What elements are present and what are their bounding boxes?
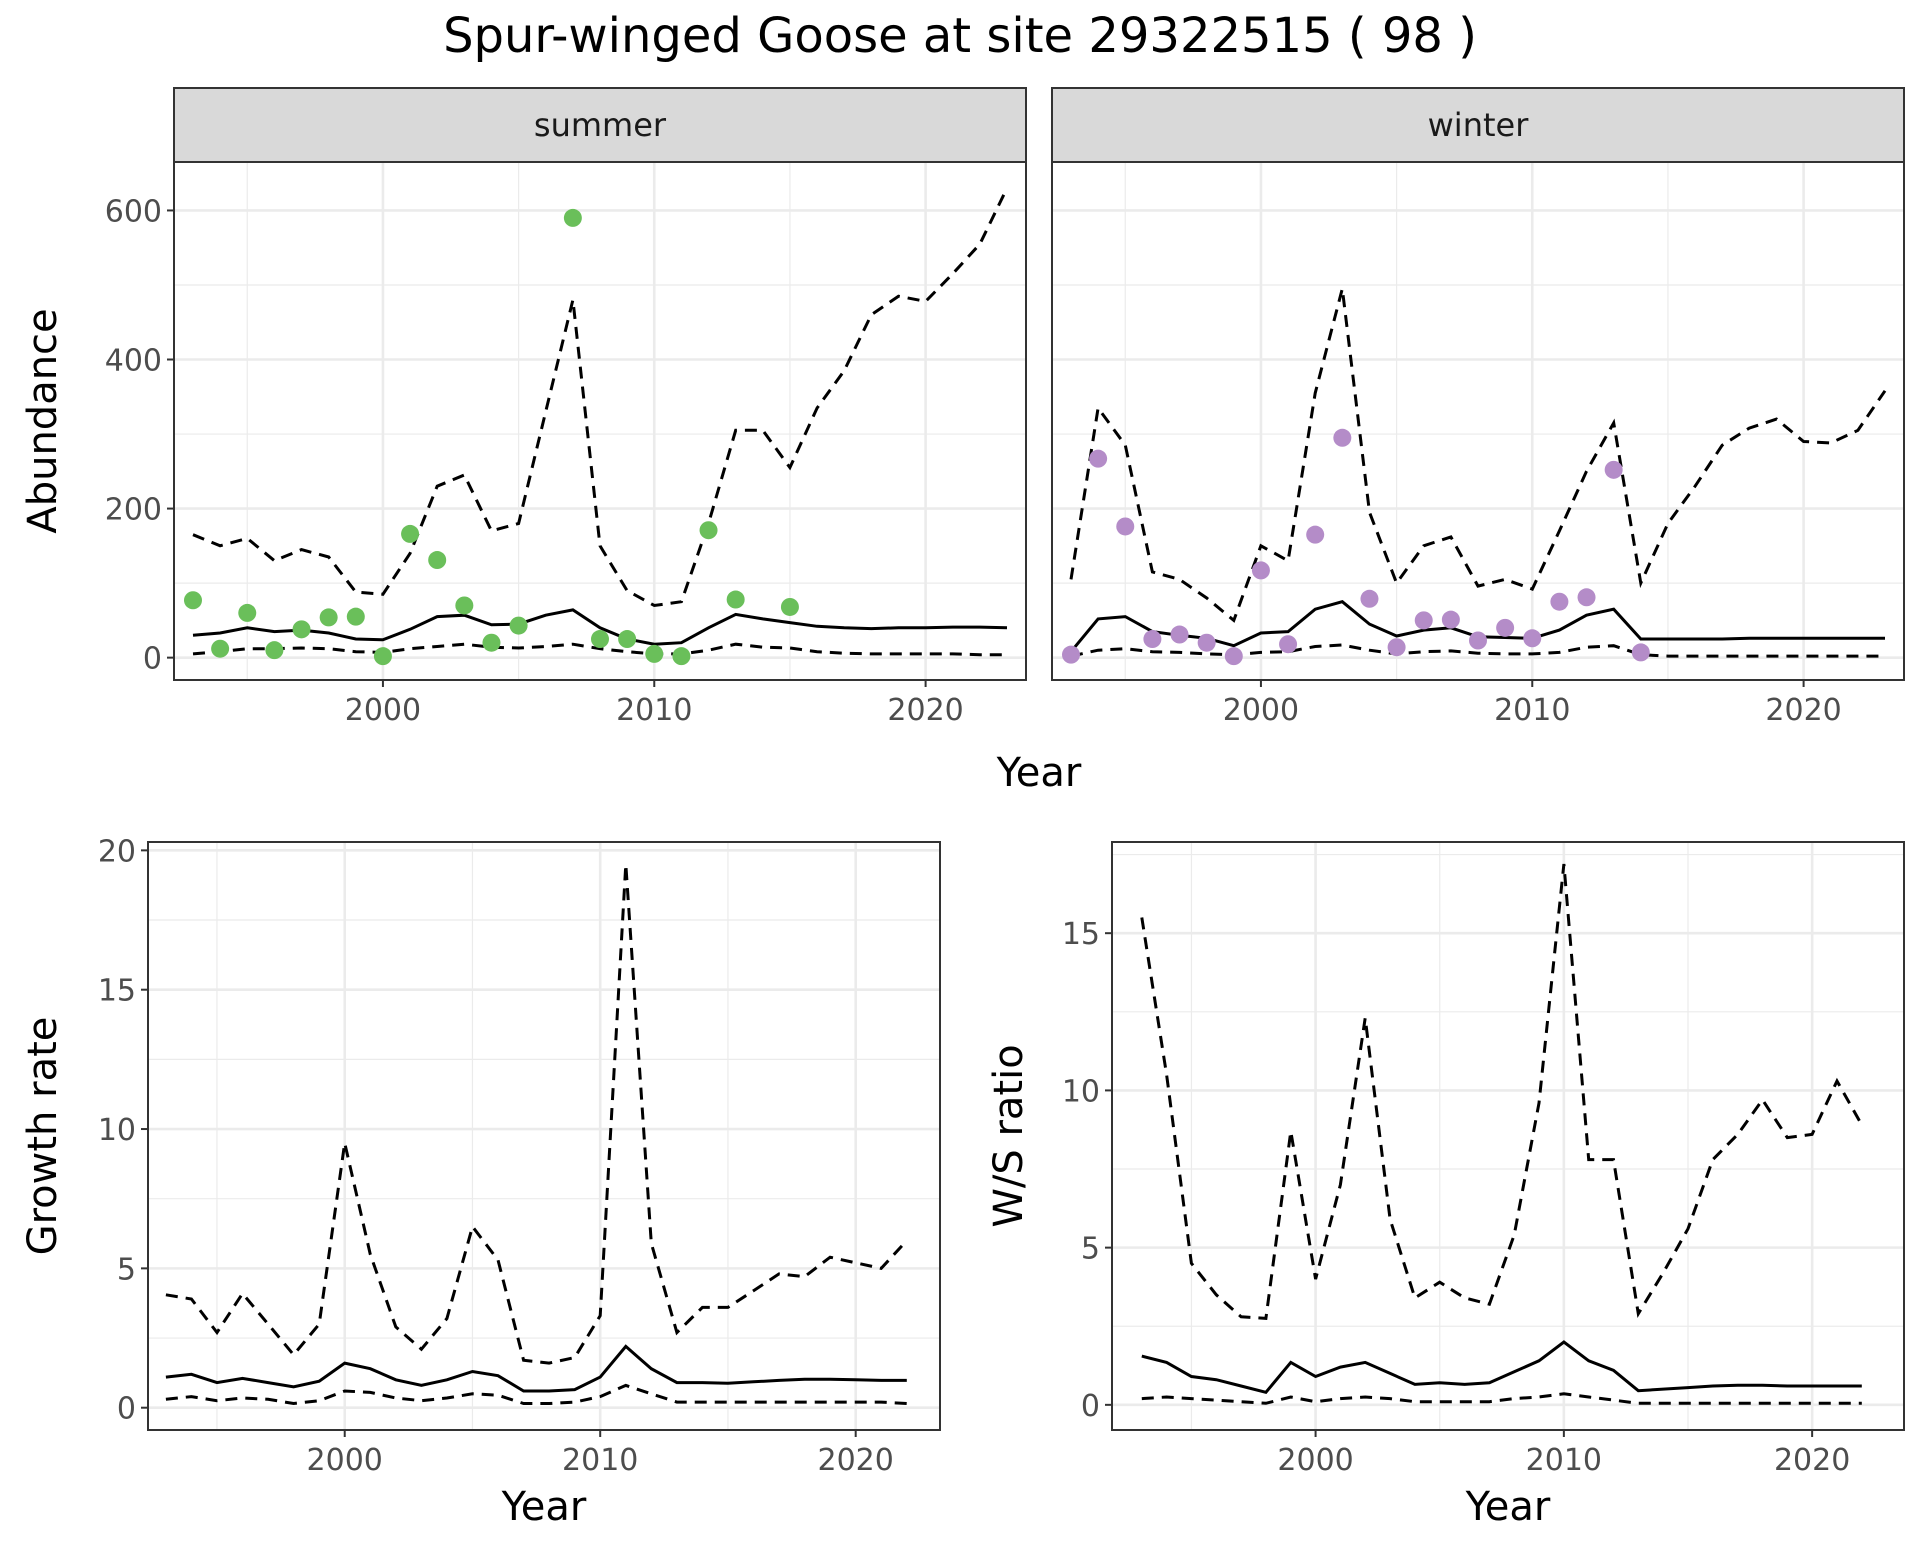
abundance-winter-observed-point <box>1631 643 1650 662</box>
abundance-summer-observed-point <box>428 551 447 570</box>
abundance-winter-strip <box>1051 87 1905 163</box>
growth-rate-y-tick-label: 20 <box>98 834 136 869</box>
growth-rate-y-tick-label: 5 <box>117 1252 136 1287</box>
abundance-winter-observed-point <box>1251 561 1270 580</box>
abundance-winter-observed-point <box>1116 517 1135 536</box>
growth-rate-mean-line <box>165 1344 907 1393</box>
abundance-summer-observed-point <box>401 524 420 543</box>
abundance-winter-x-tick-label: 2020 <box>1765 693 1841 728</box>
abundance-winter-x-tick-label: 2010 <box>1494 693 1570 728</box>
abundance-summer-observed-point <box>319 608 338 627</box>
abundance-winter-observed-point <box>1469 631 1487 650</box>
abundance-summer-observed-point <box>618 630 637 649</box>
abundance-summer-observed-point <box>373 647 392 666</box>
abundance-summer-y-tick-label: 200 <box>105 493 162 528</box>
abundance-y-axis-title: Abundance <box>20 308 66 533</box>
abundance-winter-observed-point <box>1414 611 1433 630</box>
abundance-winter-observed-point <box>1550 592 1569 611</box>
abundance-winter-observed-point <box>1170 625 1189 644</box>
growth-rate-x-tick-label: 2000 <box>307 1443 383 1478</box>
abundance-summer-lower-line <box>192 642 1007 657</box>
growth-rate-upper-line <box>165 864 908 1365</box>
abundance-winter-upper-line <box>1069 288 1887 623</box>
growth-rate-x-tick-label: 2020 <box>818 1443 894 1478</box>
abundance-summer-observed-point <box>563 208 582 227</box>
abundance-summer-strip <box>173 87 1027 163</box>
abundance-summer-observed-point <box>455 596 474 615</box>
abundance-summer-y-tick-label: 600 <box>105 194 162 229</box>
abundance-winter-observed-point <box>1387 638 1406 657</box>
abundance-winter-observed-point <box>1441 610 1460 629</box>
abundance-winter-observed-point <box>1333 428 1352 447</box>
ws-ratio-y-tick-label: 0 <box>1081 1389 1100 1424</box>
ws-ratio-y-tick-label: 10 <box>1062 1074 1100 1109</box>
growth-rate-y-axis-title: Growth rate <box>20 1017 66 1256</box>
ws-ratio-x-tick-label: 2020 <box>1774 1443 1850 1478</box>
abundance-summer-observed-point <box>726 590 745 609</box>
ws-ratio-upper-line <box>1140 863 1864 1320</box>
abundance-summer-panel-bg <box>174 162 1026 680</box>
abundance-summer-strip-label: summer <box>534 106 667 144</box>
abundance-summer-observed-point <box>699 521 718 540</box>
abundance-x-axis-title: Year <box>996 750 1082 796</box>
abundance-summer-observed-point <box>645 644 664 663</box>
abundance-winter-observed-point <box>1197 633 1216 652</box>
abundance-summer-x-tick-label: 2000 <box>345 693 421 728</box>
abundance-summer-observed-point <box>482 633 501 652</box>
abundance-winter-observed-point <box>1089 449 1108 468</box>
figure-title: Spur-winged Goose at site 29322515 ( 98 … <box>443 8 1477 64</box>
abundance-winter-observed-point <box>1279 635 1298 654</box>
abundance-summer-observed-point <box>672 647 691 666</box>
growth-rate-panel-bg <box>148 842 940 1430</box>
ws-ratio-mean-line <box>1141 1340 1862 1394</box>
abundance-summer-observed-point <box>292 620 311 639</box>
abundance-winter-observed-point <box>1061 645 1080 664</box>
abundance-winter-observed-point <box>1306 525 1325 544</box>
abundance-summer-observed-point <box>211 639 230 658</box>
abundance-winter-x-tick-label: 2000 <box>1223 693 1299 728</box>
growth-rate-x-axis-title: Year <box>501 1484 587 1530</box>
abundance-winter-observed-point <box>1360 589 1379 608</box>
growth-rate-lower-line <box>165 1383 907 1406</box>
growth-rate-panel-border <box>147 841 941 1431</box>
ws-ratio-y-axis-title: W/S ratio <box>986 1044 1032 1227</box>
abundance-winter-panel-bg <box>1052 162 1904 680</box>
ws-ratio-panel-bg <box>1112 842 1904 1430</box>
abundance-summer-x-tick-label: 2020 <box>887 693 963 728</box>
abundance-winter-observed-point <box>1496 618 1515 637</box>
ws-ratio-panel-border <box>1111 841 1905 1431</box>
abundance-summer-y-tick-label: 400 <box>105 344 162 379</box>
abundance-summer-x-tick-label: 2010 <box>616 693 692 728</box>
abundance-summer-observed-point <box>238 603 257 622</box>
growth-rate-y-tick-label: 0 <box>117 1392 136 1427</box>
abundance-winter-observed-point <box>1577 588 1596 607</box>
abundance-summer-observed-point <box>346 607 365 626</box>
ws-ratio-x-tick-label: 2010 <box>1526 1443 1602 1478</box>
abundance-summer-upper-line <box>192 187 1009 608</box>
abundance-winter-strip-label: winter <box>1428 106 1530 144</box>
growth-rate-x-tick-label: 2010 <box>562 1443 638 1478</box>
ws-ratio-y-tick-label: 5 <box>1081 1232 1100 1267</box>
ws-ratio-x-axis-title: Year <box>1465 1484 1551 1530</box>
abundance-winter-observed-point <box>1224 647 1243 666</box>
abundance-winter-observed-point <box>1143 630 1162 649</box>
ws-ratio-x-tick-label: 2000 <box>1277 1443 1353 1478</box>
abundance-summer-observed-point <box>509 616 528 635</box>
ws-ratio-y-tick-label: 15 <box>1062 917 1100 952</box>
abundance-winter-observed-point <box>1523 629 1542 648</box>
abundance-summer-observed-point <box>780 597 799 616</box>
abundance-summer-observed-point <box>591 630 609 649</box>
growth-rate-y-tick-label: 10 <box>98 1113 136 1148</box>
abundance-summer-mean-line <box>192 608 1008 646</box>
abundance-winter-observed-point <box>1604 460 1623 479</box>
abundance-summer-y-tick-label: 0 <box>143 642 162 677</box>
abundance-winter-lower-line <box>1070 643 1885 658</box>
ws-ratio-lower-line <box>1141 1392 1862 1405</box>
abundance-summer-observed-point <box>265 641 284 660</box>
abundance-summer-observed-point <box>183 591 202 610</box>
growth-rate-y-tick-label: 15 <box>98 974 136 1009</box>
